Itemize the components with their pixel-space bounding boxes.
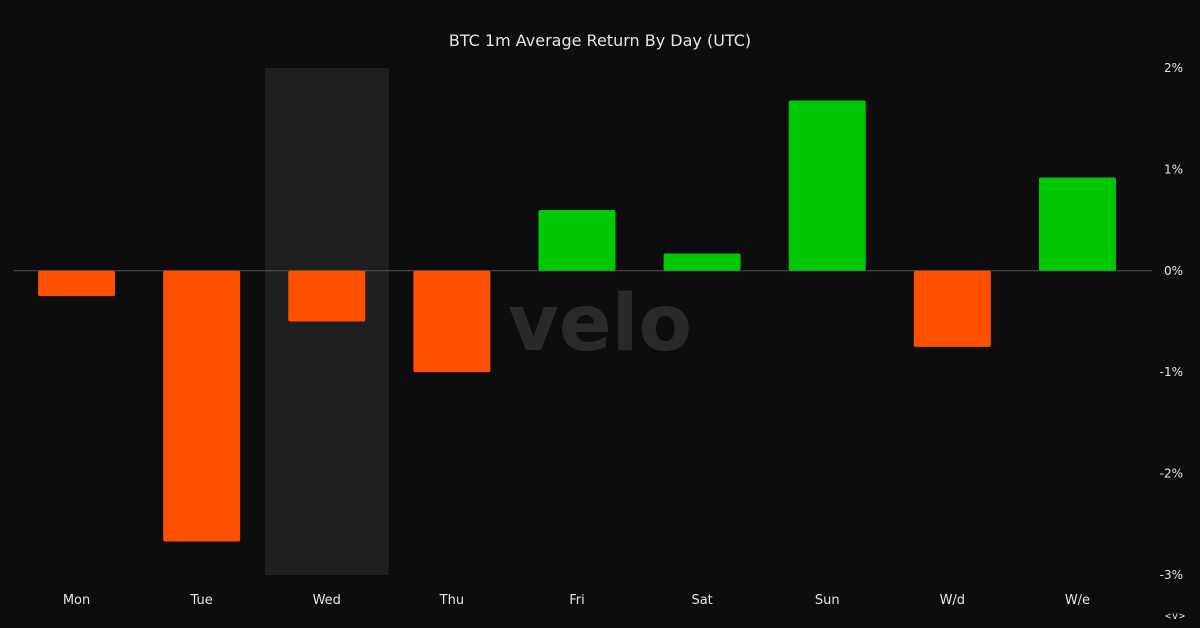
y-tick-label: 1% [1164, 162, 1183, 176]
bar-sat[interactable] [663, 253, 741, 271]
nav-toggle-button[interactable]: <v> [1164, 611, 1186, 622]
bar-tue[interactable] [163, 270, 241, 542]
x-tick-label: Tue [190, 593, 213, 608]
bars-layer [38, 100, 1116, 542]
bar-mon[interactable] [38, 270, 116, 297]
bar-wed[interactable] [288, 270, 366, 322]
bar-w-e[interactable] [1038, 177, 1116, 271]
watermark-logo: velo [508, 279, 692, 369]
y-axis: 2% 1% 0% -1% -2% -3% [1160, 61, 1183, 582]
x-tick-label: Sat [691, 593, 712, 608]
bar-sun[interactable] [788, 100, 866, 271]
x-tick-label: Mon [63, 593, 90, 608]
bar-fri[interactable] [538, 209, 616, 271]
y-tick-label: 2% [1164, 61, 1183, 75]
x-axis: Mon Tue Wed Thu Fri Sat Sun W/d W/e [63, 593, 1090, 608]
y-tick-label: -3% [1160, 568, 1183, 582]
chart-title: BTC 1m Average Return By Day (UTC) [449, 31, 751, 50]
watermark-layer: velo [508, 279, 692, 369]
y-tick-label: -2% [1160, 467, 1183, 481]
x-tick-label: Fri [569, 593, 585, 608]
x-tick-label: W/e [1065, 593, 1090, 608]
y-tick-label: 0% [1164, 264, 1183, 278]
bar-w-d[interactable] [913, 270, 991, 347]
x-tick-label: Thu [439, 593, 464, 608]
x-tick-label: Sun [815, 593, 840, 608]
y-tick-label: -1% [1160, 365, 1183, 379]
bar-thu[interactable] [413, 270, 491, 373]
x-tick-label: W/d [940, 593, 966, 608]
x-tick-label: Wed [313, 593, 341, 608]
